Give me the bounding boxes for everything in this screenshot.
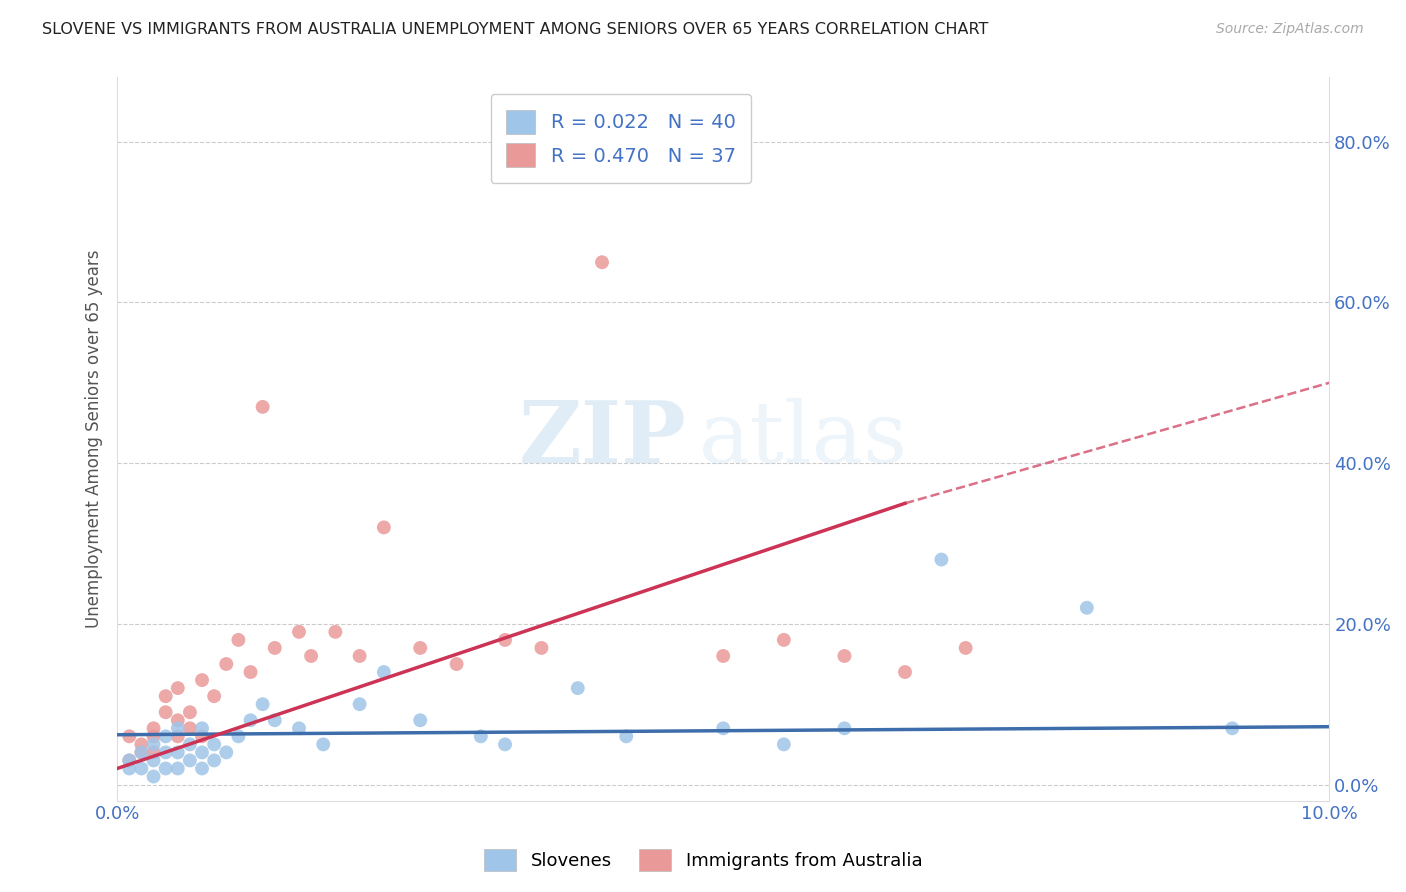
Point — [494, 737, 516, 751]
Point — [202, 754, 225, 768]
Point — [191, 729, 214, 743]
Point — [202, 737, 225, 751]
Point — [166, 729, 188, 743]
Point — [834, 648, 856, 663]
Point — [166, 681, 188, 695]
Y-axis label: Unemployment Among Seniors over 65 years: Unemployment Among Seniors over 65 years — [86, 250, 103, 628]
Point — [191, 762, 214, 776]
Point — [409, 640, 432, 655]
Point — [312, 737, 335, 751]
Point — [191, 746, 214, 760]
Point — [142, 721, 165, 735]
Point — [142, 729, 165, 743]
Point — [131, 746, 153, 760]
Point — [373, 520, 395, 534]
Point — [349, 648, 371, 663]
Point — [263, 713, 285, 727]
Point — [179, 721, 201, 735]
Point — [494, 632, 516, 647]
Point — [955, 640, 977, 655]
Point — [239, 665, 262, 679]
Point — [142, 754, 165, 768]
Point — [894, 665, 917, 679]
Point — [711, 648, 734, 663]
Point — [166, 721, 188, 735]
Point — [155, 705, 177, 719]
Point — [567, 681, 589, 695]
Point — [155, 762, 177, 776]
Point — [288, 624, 311, 639]
Point — [446, 657, 468, 671]
Point — [530, 640, 553, 655]
Point — [409, 713, 432, 727]
Point — [179, 705, 201, 719]
Point — [155, 729, 177, 743]
Point — [834, 721, 856, 735]
Point — [166, 762, 188, 776]
Point — [239, 713, 262, 727]
Point — [252, 697, 274, 711]
Point — [288, 721, 311, 735]
Point — [118, 729, 141, 743]
Point — [470, 729, 492, 743]
Text: ZIP: ZIP — [519, 397, 688, 481]
Point — [1220, 721, 1243, 735]
Point — [215, 657, 238, 671]
Text: SLOVENE VS IMMIGRANTS FROM AUSTRALIA UNEMPLOYMENT AMONG SENIORS OVER 65 YEARS CO: SLOVENE VS IMMIGRANTS FROM AUSTRALIA UNE… — [42, 22, 988, 37]
Text: atlas: atlas — [699, 398, 908, 481]
Point — [191, 673, 214, 687]
Point — [118, 754, 141, 768]
Point — [263, 640, 285, 655]
Point — [215, 746, 238, 760]
Point — [772, 737, 794, 751]
Point — [252, 400, 274, 414]
Point — [299, 648, 322, 663]
Point — [179, 754, 201, 768]
Point — [614, 729, 637, 743]
Point — [131, 762, 153, 776]
Legend: R = 0.022   N = 40, R = 0.470   N = 37: R = 0.022 N = 40, R = 0.470 N = 37 — [491, 95, 751, 183]
Point — [155, 689, 177, 703]
Point — [142, 746, 165, 760]
Point — [228, 632, 250, 647]
Point — [131, 737, 153, 751]
Legend: Slovenes, Immigrants from Australia: Slovenes, Immigrants from Australia — [477, 842, 929, 879]
Point — [142, 737, 165, 751]
Point — [325, 624, 347, 639]
Point — [772, 632, 794, 647]
Point — [373, 665, 395, 679]
Text: Source: ZipAtlas.com: Source: ZipAtlas.com — [1216, 22, 1364, 37]
Point — [118, 754, 141, 768]
Point — [155, 746, 177, 760]
Point — [166, 713, 188, 727]
Point — [131, 746, 153, 760]
Point — [591, 255, 613, 269]
Point — [228, 729, 250, 743]
Point — [142, 770, 165, 784]
Point — [711, 721, 734, 735]
Point — [931, 552, 953, 566]
Point — [166, 746, 188, 760]
Point — [1076, 600, 1098, 615]
Point — [202, 689, 225, 703]
Point — [349, 697, 371, 711]
Point — [191, 721, 214, 735]
Point — [179, 737, 201, 751]
Point — [118, 762, 141, 776]
